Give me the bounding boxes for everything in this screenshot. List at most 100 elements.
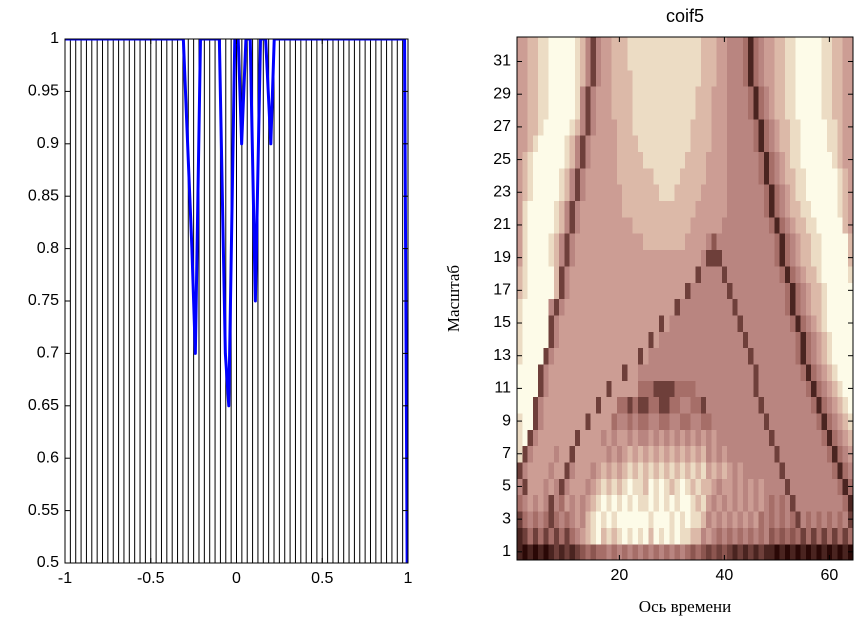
heatmap-cell [553,282,560,300]
heatmap-cell [669,151,676,169]
heatmap-cell [790,461,796,479]
heatmap-cell [748,167,754,185]
x-tick-label: 0 [232,570,241,587]
heatmap-cell [669,510,676,528]
y-tick-label: 0.85 [28,187,59,204]
x-tick-label: -0.5 [137,570,165,587]
heatmap-cell [800,461,807,479]
heatmap-cell [800,412,807,430]
heatmap-cell [732,86,739,103]
heatmap-cell [685,53,691,71]
heatmap-cell [595,478,602,496]
heatmap-cell [742,347,749,365]
heatmap-cell [632,265,639,283]
heatmap-cell [816,314,823,332]
heatmap-cell [826,314,833,332]
heatmap-cell [706,510,712,528]
heatmap-cell [532,37,539,54]
heatmap-cell [826,347,833,365]
heatmap-cell [548,510,555,528]
heatmap-cell [643,37,649,54]
heatmap-cell [811,151,817,169]
heatmap-cell [811,233,817,251]
heatmap-cell [564,69,571,87]
heatmap-cell [826,265,833,283]
heatmap-cell [774,478,781,496]
heatmap-cell [753,282,760,300]
heatmap-cell [574,249,581,267]
heatmap-cell [543,118,550,136]
heatmap-cell [679,527,686,545]
heatmap-cell [784,363,791,381]
heatmap-cell [795,445,802,463]
heatmap-cell [632,347,639,365]
heatmap-cell [553,249,560,267]
heatmap-cell [674,331,681,349]
heatmap-cell [611,527,618,545]
heatmap-cell [616,53,623,71]
heatmap-cell [679,347,686,365]
heatmap-cell [664,249,670,267]
heatmap-cell [538,347,544,365]
heatmap-cell [522,331,529,349]
heatmap-cell [606,249,613,267]
heatmap-cell [559,347,565,365]
heatmap-cell [763,347,770,365]
heatmap-cell [637,151,644,169]
heatmap-cell [832,184,838,202]
heatmap-cell [700,102,707,120]
heatmap-cell [711,69,718,87]
heatmap-cell [763,380,770,398]
heatmap-cell [847,429,853,447]
heatmap-cell [826,135,833,153]
heatmap-cell [679,461,686,479]
heatmap-cell [648,135,655,153]
heatmap-cell [564,363,571,381]
heatmap-cell [742,510,749,528]
heatmap-cell [569,396,576,414]
heatmap-cell [721,494,728,512]
heatmap-cell [763,118,770,136]
heatmap-cell [522,233,529,251]
heatmap-cell [543,184,550,202]
heatmap-cell [595,380,602,398]
heatmap-cell [847,102,853,120]
heatmap-cell [601,233,607,251]
heatmap-cell [611,216,618,234]
heatmap-cell [706,445,712,463]
heatmap-cell [601,298,607,316]
heatmap-cell [821,265,828,283]
heatmap-cell [811,118,817,136]
heatmap-cell [763,102,770,120]
heatmap-cell [517,69,523,87]
heatmap-cell [716,184,723,202]
heatmap-cell [690,86,697,103]
heatmap-cell [643,265,649,283]
heatmap-cell [805,347,812,365]
heatmap-cell [648,200,655,218]
heatmap-cell [716,69,723,87]
heatmap-cell [727,478,733,496]
heatmap-cell [821,363,828,381]
heatmap-cell [800,151,807,169]
heatmap-cell [784,380,791,398]
heatmap-cell [669,86,676,103]
heatmap-cell [811,314,817,332]
heatmap-cell [685,510,691,528]
heatmap-cell [748,53,754,71]
heatmap-cell [690,233,697,251]
heatmap-cell [601,412,607,430]
heatmap-cell [826,331,833,349]
heatmap-cell [748,184,754,202]
heatmap-cell [837,478,844,496]
heatmap-cell [832,216,838,234]
heatmap-cell [648,102,655,120]
heatmap-cell [585,331,592,349]
heatmap-cell [737,86,744,103]
heatmap-cell [790,412,796,430]
heatmap-cell [679,37,686,54]
heatmap-cell [622,347,628,365]
heatmap-cell [627,543,634,560]
heatmap-cell [658,233,665,251]
heatmap-cell [832,412,838,430]
